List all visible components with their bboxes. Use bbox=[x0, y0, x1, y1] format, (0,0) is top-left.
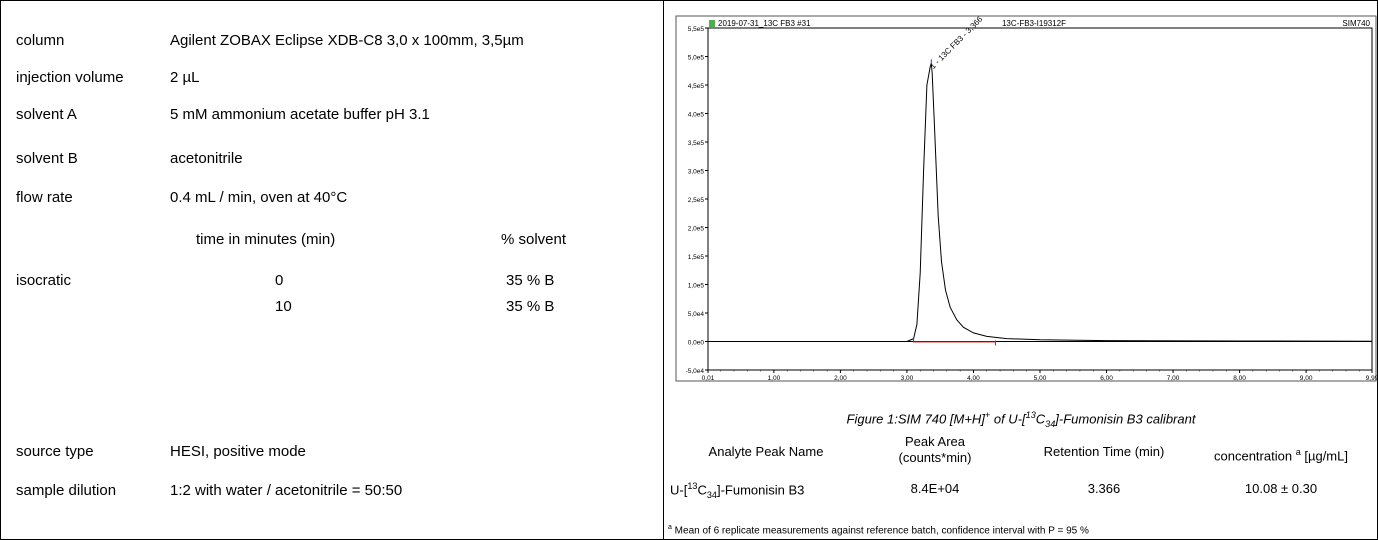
flow-rate-label: flow rate bbox=[16, 189, 73, 206]
solvent-b-label: solvent B bbox=[16, 150, 78, 167]
y-tick-label: 5,0e4 bbox=[688, 311, 705, 318]
row-peak-area: 8.4E+04 bbox=[910, 481, 960, 496]
source-type-label: source type bbox=[16, 443, 94, 460]
x-axis: 0,01 1,00 2,00 3,00 4,00 5,00 6,00 7,00 8,00 9,00… bbox=[702, 370, 1378, 382]
y-tick-label: 4,5e5 bbox=[688, 83, 705, 90]
y-tick-label: 5,0e5 bbox=[688, 55, 705, 62]
x-tick-label: 8,00 bbox=[1233, 375, 1246, 382]
x-tick-label: 9,00 bbox=[1300, 375, 1313, 382]
y-tick-label: 2,5e5 bbox=[688, 197, 705, 204]
gradient-solvent-header: % solvent bbox=[501, 231, 567, 248]
header-peak-area: Peak Area (counts*min) bbox=[898, 434, 972, 465]
header-retention-time: Retention Time (min) bbox=[1043, 444, 1165, 459]
plot-area-border bbox=[707, 27, 1373, 371]
y-tick-label: 1,0e5 bbox=[688, 283, 705, 290]
y-tick-label: 4,0e5 bbox=[688, 112, 705, 119]
x-tick-label: 0,01 bbox=[702, 375, 715, 382]
sample-dilution-value: 1:2 with water / acetonitrile = 50:50 bbox=[170, 482, 403, 499]
column-value: Agilent ZOBAX Eclipse XDB-C8 3,0 x 100mm… bbox=[170, 32, 524, 49]
x-tick-label: 2,00 bbox=[834, 375, 847, 382]
x-tick-label: 5,00 bbox=[1034, 375, 1047, 382]
header-icon bbox=[709, 20, 715, 27]
source-type-value: HESI, positive mode bbox=[170, 443, 306, 460]
y-tick-label: 2,0e5 bbox=[688, 226, 705, 233]
row-analyte-name: U-[13C34]-Fumonisin B3 bbox=[670, 481, 805, 500]
x-tick-label: 1,00 bbox=[768, 375, 781, 382]
column-divider bbox=[663, 0, 664, 540]
gradient-time-header: time in minutes (min) bbox=[196, 231, 336, 248]
chart-header-right: SIM740 bbox=[1342, 19, 1370, 28]
chromatogram-trace bbox=[708, 63, 1373, 342]
header-peak-name: Analyte Peak Name bbox=[708, 444, 824, 459]
figure-caption: Figure 1:SIM 740 [M+H]+ of U-[13C34]-Fum… bbox=[846, 410, 1196, 429]
chart-frame bbox=[675, 15, 1377, 382]
peak-label: 1 - 13C FB3 - 3,366 bbox=[928, 14, 984, 70]
gradient-row-solvent: 35 % B bbox=[506, 298, 555, 315]
y-tick-label: 5,5e5 bbox=[688, 26, 705, 33]
gradient-row-time: 0 bbox=[275, 272, 284, 289]
sample-dilution-label: sample dilution bbox=[16, 482, 117, 499]
solvent-a-value: 5 mM ammonium acetate buffer pH 3.1 bbox=[170, 106, 430, 123]
gradient-row-solvent: 35 % B bbox=[506, 272, 555, 289]
footnote: a Mean of 6 replicate measurements again… bbox=[668, 524, 1089, 537]
x-tick-label: 4,00 bbox=[967, 375, 980, 382]
y-tick-label: 3,0e5 bbox=[688, 169, 705, 176]
y-tick-label: -5,0e4 bbox=[686, 368, 705, 375]
row-concentration: 10.08 ± 0.30 bbox=[1244, 481, 1318, 496]
y-axis: -5,0e4 0,0e0 5,0e4 1,0e5 1,5e5 2,0e5 2,5e5 3,0e… bbox=[686, 26, 708, 375]
injection-volume-value: 2 µL bbox=[170, 69, 200, 86]
chromatogram-chart: 2019-07-31_13C FB3 #31 13C-FB3-I19312F S… bbox=[675, 14, 1378, 382]
x-tick-label: 9,99 bbox=[1366, 375, 1378, 382]
y-tick-label: 1,5e5 bbox=[688, 254, 705, 261]
header-concentration: concentration a [µg/mL] bbox=[1214, 447, 1348, 464]
solvent-a-label: solvent A bbox=[16, 106, 77, 123]
x-tick-label: 3,00 bbox=[901, 375, 914, 382]
chart-header-center: 13C-FB3-I19312F bbox=[1002, 19, 1066, 28]
y-tick-label: 3,5e5 bbox=[688, 140, 705, 147]
gradient-row-time: 10 bbox=[275, 298, 292, 315]
x-tick-label: 6,00 bbox=[1100, 375, 1113, 382]
y-tick-label: 0,0e0 bbox=[688, 340, 705, 347]
injection-volume-label: injection volume bbox=[16, 69, 124, 86]
chart-header-left: 2019-07-31_13C FB3 #31 bbox=[718, 19, 811, 28]
isocratic-label: isocratic bbox=[16, 272, 72, 289]
x-tick-label: 7,00 bbox=[1167, 375, 1180, 382]
flow-rate-value: 0.4 mL / min, oven at 40°C bbox=[170, 189, 348, 206]
row-retention-time: 3.366 bbox=[1087, 481, 1121, 496]
solvent-b-value: acetonitrile bbox=[170, 150, 243, 167]
column-label: column bbox=[16, 32, 65, 49]
